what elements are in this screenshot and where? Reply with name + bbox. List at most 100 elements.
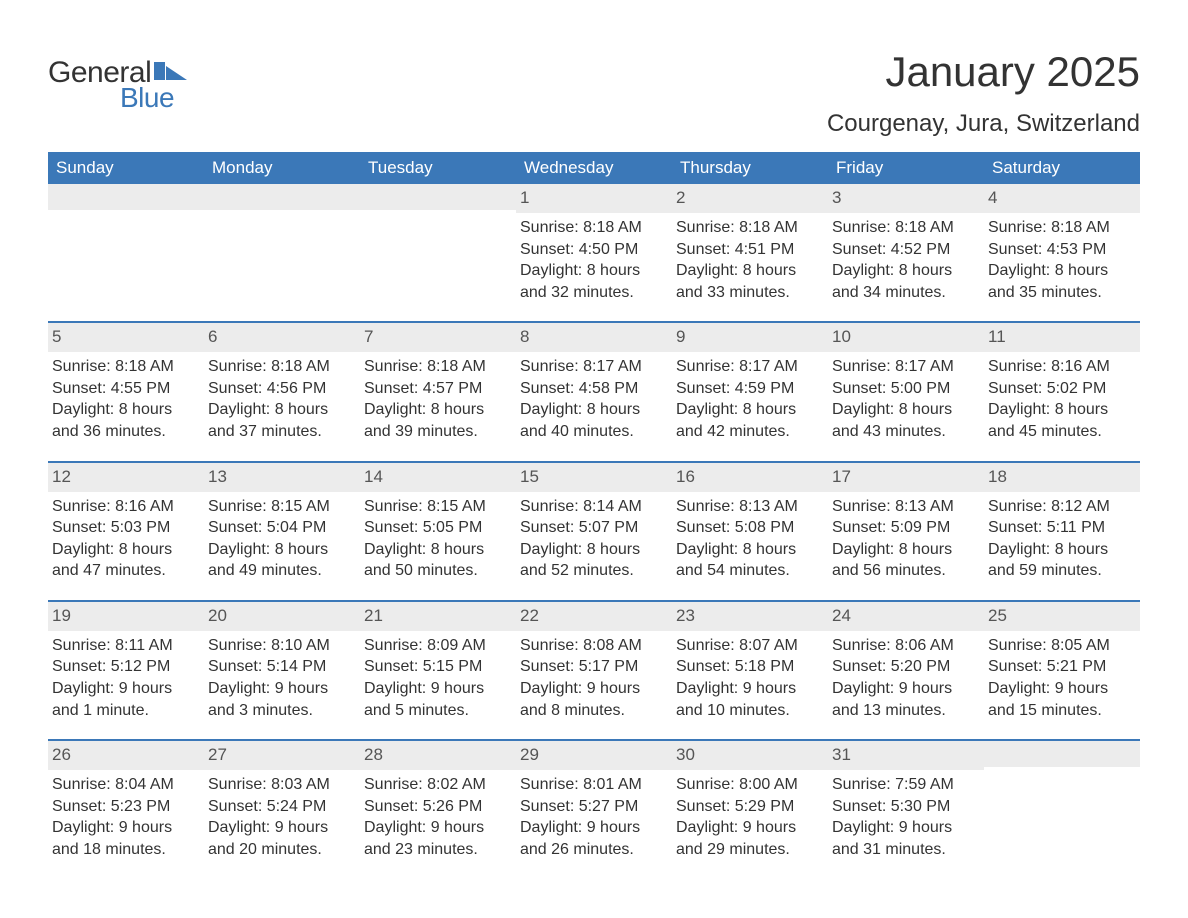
daylight-line-1: Daylight: 9 hours: [520, 678, 664, 700]
day-number: 29: [516, 741, 672, 770]
sunset-line: Sunset: 4:56 PM: [208, 378, 352, 400]
sunrise-line: Sunrise: 8:18 AM: [364, 356, 508, 378]
page-title: January 2025: [827, 48, 1140, 96]
daylight-line-2: and 13 minutes.: [832, 700, 976, 722]
sunset-line: Sunset: 5:26 PM: [364, 796, 508, 818]
daylight-line-1: Daylight: 8 hours: [832, 260, 976, 282]
sunrise-line: Sunrise: 7:59 AM: [832, 774, 976, 796]
day-number: 10: [828, 323, 984, 352]
daylight-line-2: and 43 minutes.: [832, 421, 976, 443]
daylight-line-1: Daylight: 8 hours: [988, 539, 1132, 561]
sunrise-line: Sunrise: 8:08 AM: [520, 635, 664, 657]
daylight-line-2: and 47 minutes.: [52, 560, 196, 582]
daylight-line-1: Daylight: 9 hours: [208, 817, 352, 839]
day-number: 6: [204, 323, 360, 352]
day-cell: 13Sunrise: 8:15 AMSunset: 5:04 PMDayligh…: [204, 463, 360, 600]
daylight-line-1: Daylight: 9 hours: [832, 817, 976, 839]
sunrise-line: Sunrise: 8:06 AM: [832, 635, 976, 657]
day-number-empty: [360, 184, 516, 210]
day-cell: 20Sunrise: 8:10 AMSunset: 5:14 PMDayligh…: [204, 602, 360, 739]
daylight-line-2: and 35 minutes.: [988, 282, 1132, 304]
sunrise-line: Sunrise: 8:15 AM: [364, 496, 508, 518]
day-number: 8: [516, 323, 672, 352]
day-cell: 19Sunrise: 8:11 AMSunset: 5:12 PMDayligh…: [48, 602, 204, 739]
sunrise-line: Sunrise: 8:15 AM: [208, 496, 352, 518]
sunset-line: Sunset: 5:15 PM: [364, 656, 508, 678]
week-row: 19 Sunrise: 8:11 AMSunset: 5:12 PM Dayligh…: [48, 600, 1140, 739]
daylight-line-1: Daylight: 8 hours: [364, 399, 508, 421]
day-number: 28: [360, 741, 516, 770]
day-number: 26: [48, 741, 204, 770]
sunrise-line: Sunrise: 8:04 AM: [52, 774, 196, 796]
sunrise-line: Sunrise: 8:10 AM: [208, 635, 352, 657]
day-cell: 14Sunrise: 8:15 AMSunset: 5:05 PMDayligh…: [360, 463, 516, 600]
day-number: 22: [516, 602, 672, 631]
sunrise-line: Sunrise: 8:05 AM: [988, 635, 1132, 657]
daylight-line-1: Daylight: 9 hours: [364, 678, 508, 700]
day-number: 18: [984, 463, 1140, 492]
day-number: 1: [516, 184, 672, 213]
daylight-line-2: and 15 minutes.: [988, 700, 1132, 722]
daylight-line-2: and 36 minutes.: [52, 421, 196, 443]
day-number-empty: [48, 184, 204, 210]
day-number: 9: [672, 323, 828, 352]
day-number: 21: [360, 602, 516, 631]
day-cell: 10Sunrise: 8:17 AMSunset: 5:00 PMDayligh…: [828, 323, 984, 460]
weekday-header: Friday: [828, 152, 984, 184]
daylight-line-1: Daylight: 8 hours: [676, 260, 820, 282]
calendar: SundayMondayTuesdayWednesdayThursdayFrid…: [48, 152, 1140, 879]
sunset-line: Sunset: 5:05 PM: [364, 517, 508, 539]
sunrise-line: Sunrise: 8:18 AM: [208, 356, 352, 378]
sunset-line: Sunset: 4:58 PM: [520, 378, 664, 400]
weekday-header: Saturday: [984, 152, 1140, 184]
day-cell: [984, 741, 1140, 878]
weekday-header: Monday: [204, 152, 360, 184]
sunrise-line: Sunrise: 8:16 AM: [988, 356, 1132, 378]
daylight-line-2: and 3 minutes.: [208, 700, 352, 722]
sunrise-line: Sunrise: 8:13 AM: [832, 496, 976, 518]
title-block: January 2025 Courgenay, Jura, Switzerlan…: [827, 48, 1140, 138]
sunrise-line: Sunrise: 8:17 AM: [832, 356, 976, 378]
day-cell: [48, 184, 204, 321]
weekday-header: Thursday: [672, 152, 828, 184]
day-number: 16: [672, 463, 828, 492]
daylight-line-1: Daylight: 8 hours: [832, 539, 976, 561]
day-cell: 22Sunrise: 8:08 AMSunset: 5:17 PMDayligh…: [516, 602, 672, 739]
sunrise-line: Sunrise: 8:02 AM: [364, 774, 508, 796]
day-number: 19: [48, 602, 204, 631]
day-cell: 18Sunrise: 8:12 AMSunset: 5:11 PMDayligh…: [984, 463, 1140, 600]
daylight-line-1: Daylight: 8 hours: [832, 399, 976, 421]
sunrise-line: Sunrise: 8:18 AM: [520, 217, 664, 239]
sunset-line: Sunset: 4:53 PM: [988, 239, 1132, 261]
sunset-line: Sunset: 5:09 PM: [832, 517, 976, 539]
daylight-line-2: and 39 minutes.: [364, 421, 508, 443]
daylight-line-1: Daylight: 8 hours: [520, 399, 664, 421]
daylight-line-1: Daylight: 8 hours: [208, 539, 352, 561]
daylight-line-2: and 54 minutes.: [676, 560, 820, 582]
daylight-line-2: and 5 minutes.: [364, 700, 508, 722]
logo-text-blue: Blue: [120, 82, 174, 114]
weekday-header: Wednesday: [516, 152, 672, 184]
header: General Blue January 2025 Courgenay, Jur…: [48, 48, 1140, 138]
daylight-line-2: and 32 minutes.: [520, 282, 664, 304]
sunset-line: Sunset: 5:03 PM: [52, 517, 196, 539]
sunset-line: Sunset: 5:18 PM: [676, 656, 820, 678]
daylight-line-1: Daylight: 9 hours: [208, 678, 352, 700]
daylight-line-2: and 26 minutes.: [520, 839, 664, 861]
sunset-line: Sunset: 5:11 PM: [988, 517, 1132, 539]
day-number: 23: [672, 602, 828, 631]
day-number: 13: [204, 463, 360, 492]
day-cell: 25Sunrise: 8:05 AMSunset: 5:21 PMDayligh…: [984, 602, 1140, 739]
sunset-line: Sunset: 5:12 PM: [52, 656, 196, 678]
sunrise-line: Sunrise: 8:14 AM: [520, 496, 664, 518]
sunset-line: Sunset: 5:08 PM: [676, 517, 820, 539]
sunrise-line: Sunrise: 8:17 AM: [520, 356, 664, 378]
sunrise-line: Sunrise: 8:11 AM: [52, 635, 196, 657]
daylight-line-2: and 34 minutes.: [832, 282, 976, 304]
daylight-line-1: Daylight: 9 hours: [832, 678, 976, 700]
daylight-line-1: Daylight: 8 hours: [520, 260, 664, 282]
daylight-line-1: Daylight: 9 hours: [364, 817, 508, 839]
daylight-line-2: and 23 minutes.: [364, 839, 508, 861]
daylight-line-1: Daylight: 8 hours: [676, 539, 820, 561]
daylight-line-2: and 10 minutes.: [676, 700, 820, 722]
